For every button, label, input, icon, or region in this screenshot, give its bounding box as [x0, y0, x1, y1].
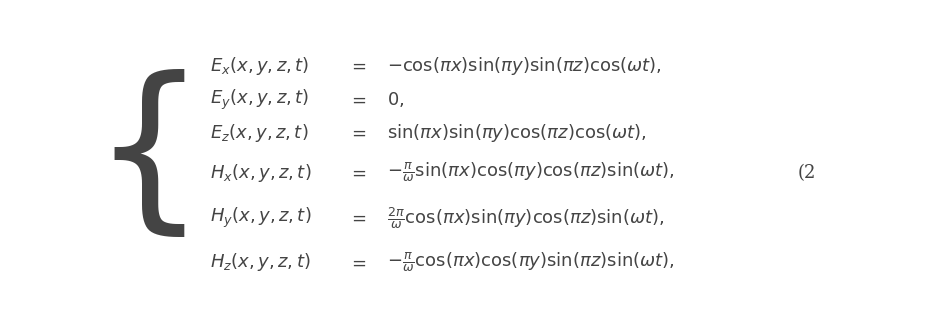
- Text: $H_x(x,y,z,t)$: $H_x(x,y,z,t)$: [210, 162, 312, 183]
- Text: $E_y(x,y,z,t)$: $E_y(x,y,z,t)$: [210, 87, 310, 112]
- Text: $E_z(x,y,z,t)$: $E_z(x,y,z,t)$: [210, 122, 309, 144]
- Text: $=$: $=$: [349, 209, 367, 227]
- Text: $\left\{\ \right.$: $\left\{\ \right.$: [91, 69, 185, 245]
- Text: $=$: $=$: [349, 253, 367, 272]
- Text: $E_x(x,y,z,t)$: $E_x(x,y,z,t)$: [210, 55, 310, 77]
- Text: $H_y(x,y,z,t)$: $H_y(x,y,z,t)$: [210, 206, 312, 230]
- Text: $0,$: $0,$: [387, 90, 404, 109]
- Text: $=$: $=$: [349, 164, 367, 182]
- Text: $H_z(x,y,z,t)$: $H_z(x,y,z,t)$: [210, 251, 311, 273]
- Text: $\sin(\pi x)\sin(\pi y)\cos(\pi z)\cos(\omega t),$: $\sin(\pi x)\sin(\pi y)\cos(\pi z)\cos(\…: [387, 122, 646, 144]
- Text: $-\frac{\pi}{\omega}\sin(\pi x)\cos(\pi y)\cos(\pi z)\sin(\omega t),$: $-\frac{\pi}{\omega}\sin(\pi x)\cos(\pi …: [387, 161, 674, 184]
- Text: $-\cos(\pi x)\sin(\pi y)\sin(\pi z)\cos(\omega t),$: $-\cos(\pi x)\sin(\pi y)\sin(\pi z)\cos(…: [387, 55, 661, 77]
- Text: $=$: $=$: [349, 91, 367, 109]
- Text: (2: (2: [797, 164, 816, 182]
- Text: $=$: $=$: [349, 124, 367, 142]
- Text: $=$: $=$: [349, 57, 367, 75]
- Text: $\frac{2\pi}{\omega}\cos(\pi x)\sin(\pi y)\cos(\pi z)\sin(\omega t),$: $\frac{2\pi}{\omega}\cos(\pi x)\sin(\pi …: [387, 205, 664, 231]
- Text: $-\frac{\pi}{\omega}\cos(\pi x)\cos(\pi y)\sin(\pi z)\sin(\omega t),$: $-\frac{\pi}{\omega}\cos(\pi x)\cos(\pi …: [387, 251, 674, 274]
